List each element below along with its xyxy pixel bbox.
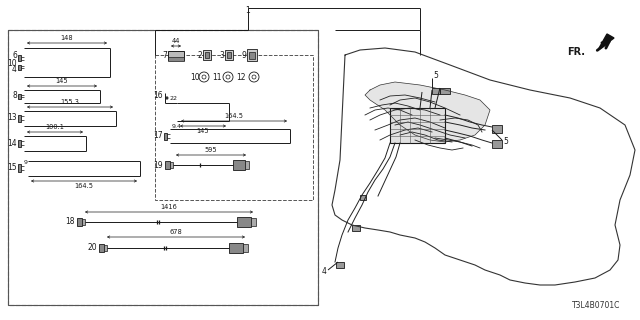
Bar	[18, 93, 21, 99]
Bar	[99, 244, 104, 252]
Text: 7: 7	[162, 51, 167, 60]
Bar	[225, 50, 233, 60]
Bar	[18, 55, 21, 61]
Text: 145: 145	[56, 78, 68, 84]
Bar	[168, 51, 184, 60]
Text: 15: 15	[8, 164, 17, 172]
Text: 595: 595	[205, 147, 218, 153]
Bar	[227, 52, 231, 58]
Bar	[18, 115, 21, 122]
Bar	[336, 262, 344, 268]
Text: 1416: 1416	[161, 204, 177, 210]
Text: 14: 14	[8, 139, 17, 148]
Bar	[170, 162, 173, 168]
Text: 9.4: 9.4	[172, 124, 182, 129]
Bar	[165, 161, 170, 169]
Text: 145: 145	[196, 128, 209, 134]
Bar	[360, 195, 366, 200]
Text: 44: 44	[172, 38, 180, 44]
Bar	[164, 132, 167, 140]
Bar	[245, 161, 249, 169]
Text: 5: 5	[433, 71, 438, 81]
Text: 8: 8	[12, 92, 17, 100]
Text: 17: 17	[154, 132, 163, 140]
Bar	[77, 218, 82, 226]
Bar	[440, 88, 450, 94]
Bar	[352, 225, 360, 231]
Bar	[243, 244, 248, 252]
Text: T3L4B0701C: T3L4B0701C	[572, 300, 620, 309]
Bar	[82, 219, 85, 225]
Text: 1: 1	[246, 6, 250, 15]
Text: 164.5: 164.5	[74, 183, 93, 189]
Text: 155.3: 155.3	[61, 99, 79, 105]
Text: 12: 12	[237, 73, 246, 82]
Text: 22: 22	[169, 95, 177, 100]
Text: 148: 148	[61, 35, 74, 41]
Bar	[247, 49, 257, 61]
Text: FR.: FR.	[567, 47, 585, 57]
Bar	[390, 108, 445, 143]
Bar	[251, 218, 256, 226]
Text: 19: 19	[154, 161, 163, 170]
Text: 2: 2	[197, 51, 202, 60]
Bar	[233, 160, 245, 170]
Bar	[203, 50, 211, 60]
Text: 20: 20	[88, 244, 97, 252]
Bar	[229, 243, 243, 253]
Bar	[8, 30, 318, 305]
Polygon shape	[365, 82, 490, 142]
Bar	[432, 88, 440, 94]
Text: 11: 11	[212, 73, 222, 82]
Text: 10: 10	[190, 73, 200, 82]
Text: 678: 678	[170, 229, 182, 235]
Text: 4: 4	[12, 66, 17, 75]
Text: 9: 9	[24, 159, 28, 164]
Bar	[18, 65, 21, 69]
Text: 9: 9	[241, 51, 246, 60]
Text: 3: 3	[219, 51, 224, 60]
Text: 16: 16	[154, 92, 163, 100]
Bar	[155, 55, 313, 200]
Bar	[168, 57, 184, 61]
Bar	[237, 217, 251, 227]
Text: 18: 18	[65, 218, 75, 227]
Text: 5: 5	[503, 137, 508, 146]
Bar	[492, 125, 502, 133]
Text: 6: 6	[12, 51, 17, 60]
Bar	[8, 30, 318, 305]
Bar	[18, 164, 21, 172]
Polygon shape	[598, 34, 614, 50]
Bar	[249, 52, 255, 59]
Bar	[104, 245, 107, 251]
Text: 4: 4	[322, 267, 327, 276]
Bar	[18, 140, 21, 147]
Bar	[205, 52, 209, 58]
Text: 164.5: 164.5	[225, 113, 243, 119]
Text: 13: 13	[8, 114, 17, 123]
Bar	[492, 140, 502, 148]
Text: 10: 10	[8, 59, 17, 68]
Text: 100.1: 100.1	[45, 124, 65, 130]
